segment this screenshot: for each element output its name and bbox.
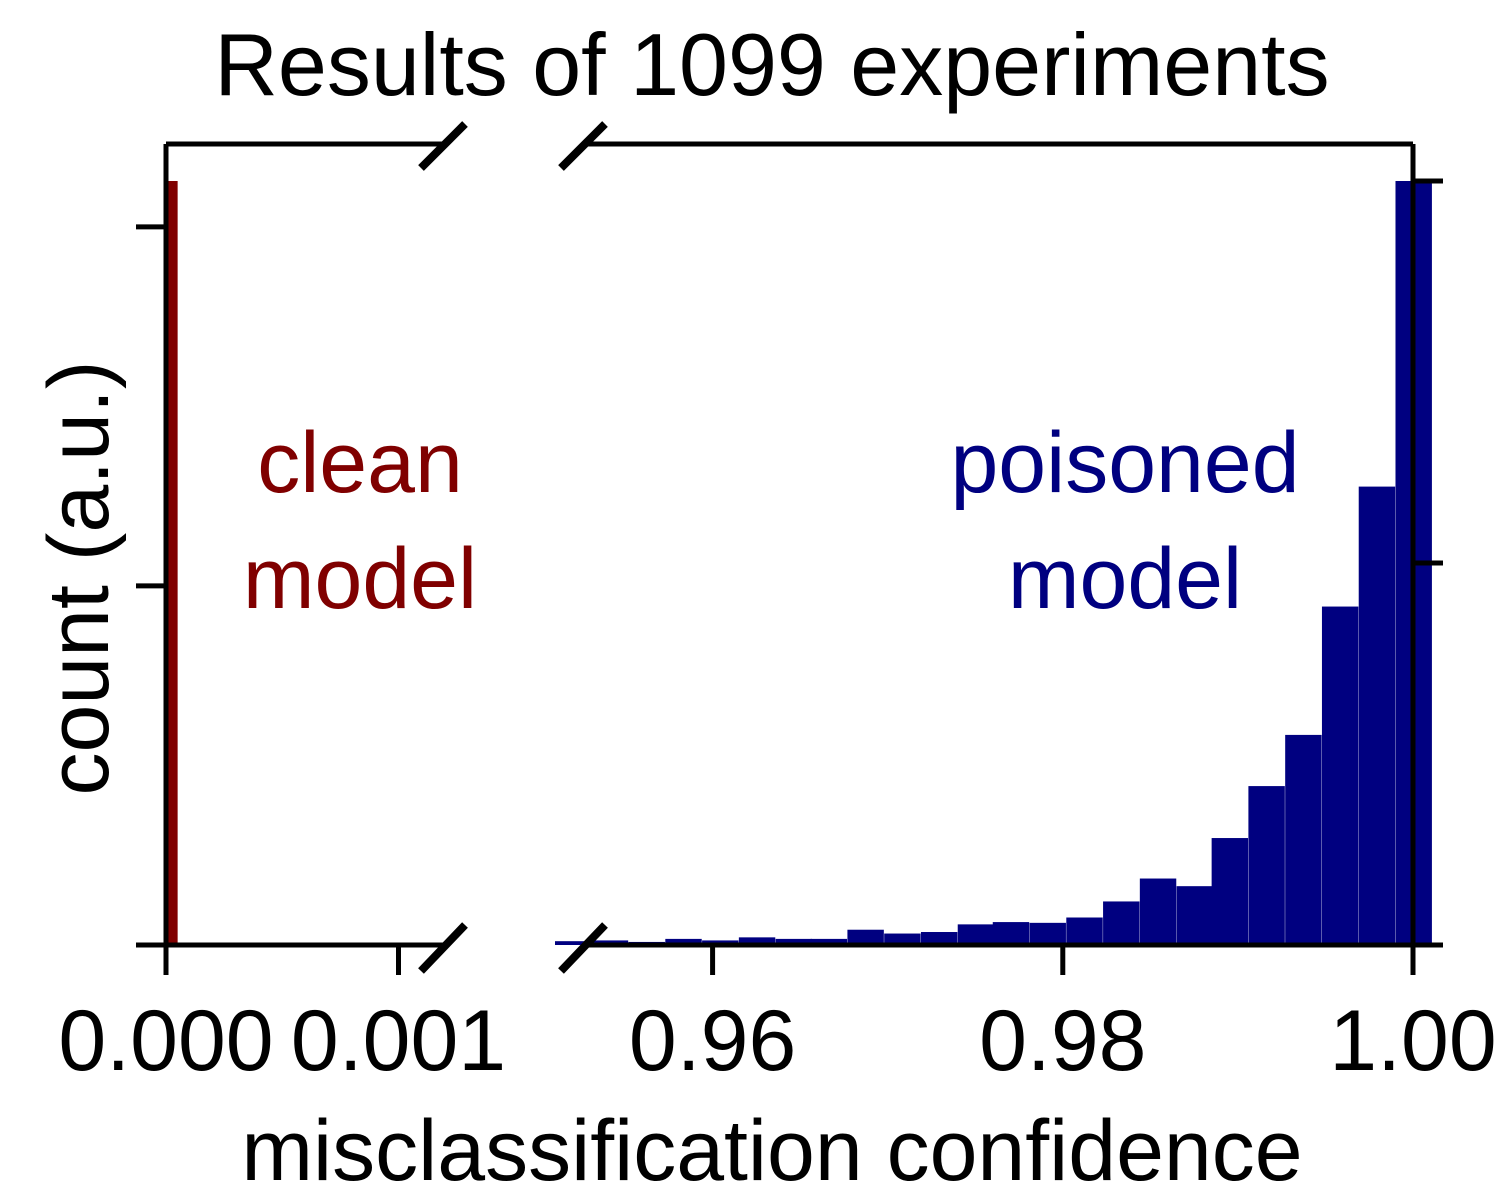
histogram-bar [957, 924, 995, 945]
axis-break-mark [418, 121, 468, 171]
x-right-tick-label: 1.00 [1329, 993, 1496, 1089]
histogram-bar [920, 932, 958, 945]
histogram-bar [1103, 901, 1140, 945]
histogram-bar [847, 929, 884, 945]
histogram-bar [992, 922, 1030, 945]
clean-model-label: model [243, 531, 477, 627]
histogram-bar [810, 938, 848, 945]
histogram-bar [1139, 878, 1177, 945]
histogram-bar [1321, 606, 1359, 945]
poisoned-series-bars [555, 181, 1432, 945]
x-axis-label: misclassification confidence [241, 1103, 1302, 1192]
histogram-bar [738, 937, 776, 945]
histogram-bar [1211, 838, 1249, 945]
histogram-bar [665, 938, 702, 945]
histogram-bar [1029, 922, 1066, 945]
chart-title: Results of 1099 experiments [214, 15, 1329, 114]
clean-model-label: clean [257, 415, 463, 511]
x-right-tick-label: 0.98 [979, 993, 1146, 1089]
axis-break-mark [418, 922, 468, 974]
poisoned-model-label: poisoned [950, 415, 1299, 511]
histogram-bar [1248, 786, 1285, 945]
histogram-bar [1285, 734, 1322, 945]
histogram-bar [166, 181, 178, 945]
clean-series-bars [166, 181, 178, 945]
axis-break-mark [558, 121, 608, 171]
histogram-bar [884, 933, 921, 945]
axis-break-mark [558, 922, 608, 974]
histogram-bar [555, 941, 592, 945]
poisoned-model-label: model [1008, 531, 1242, 627]
x-right-tick-label: 0.96 [629, 993, 796, 1089]
plot-area: 0.000 0.001 0.96 0.98 1.00 clean model poisoned… [58, 121, 1497, 1089]
x-left-tick-label: 0.001 [291, 993, 506, 1089]
histogram-bar [1358, 486, 1396, 945]
histogram-bar [1176, 886, 1214, 945]
y-axis-label: count (a.u.) [31, 361, 127, 796]
histogram-bar [1066, 917, 1103, 945]
x-left-tick-label: 0.000 [58, 993, 273, 1089]
histogram-bar [775, 938, 813, 945]
